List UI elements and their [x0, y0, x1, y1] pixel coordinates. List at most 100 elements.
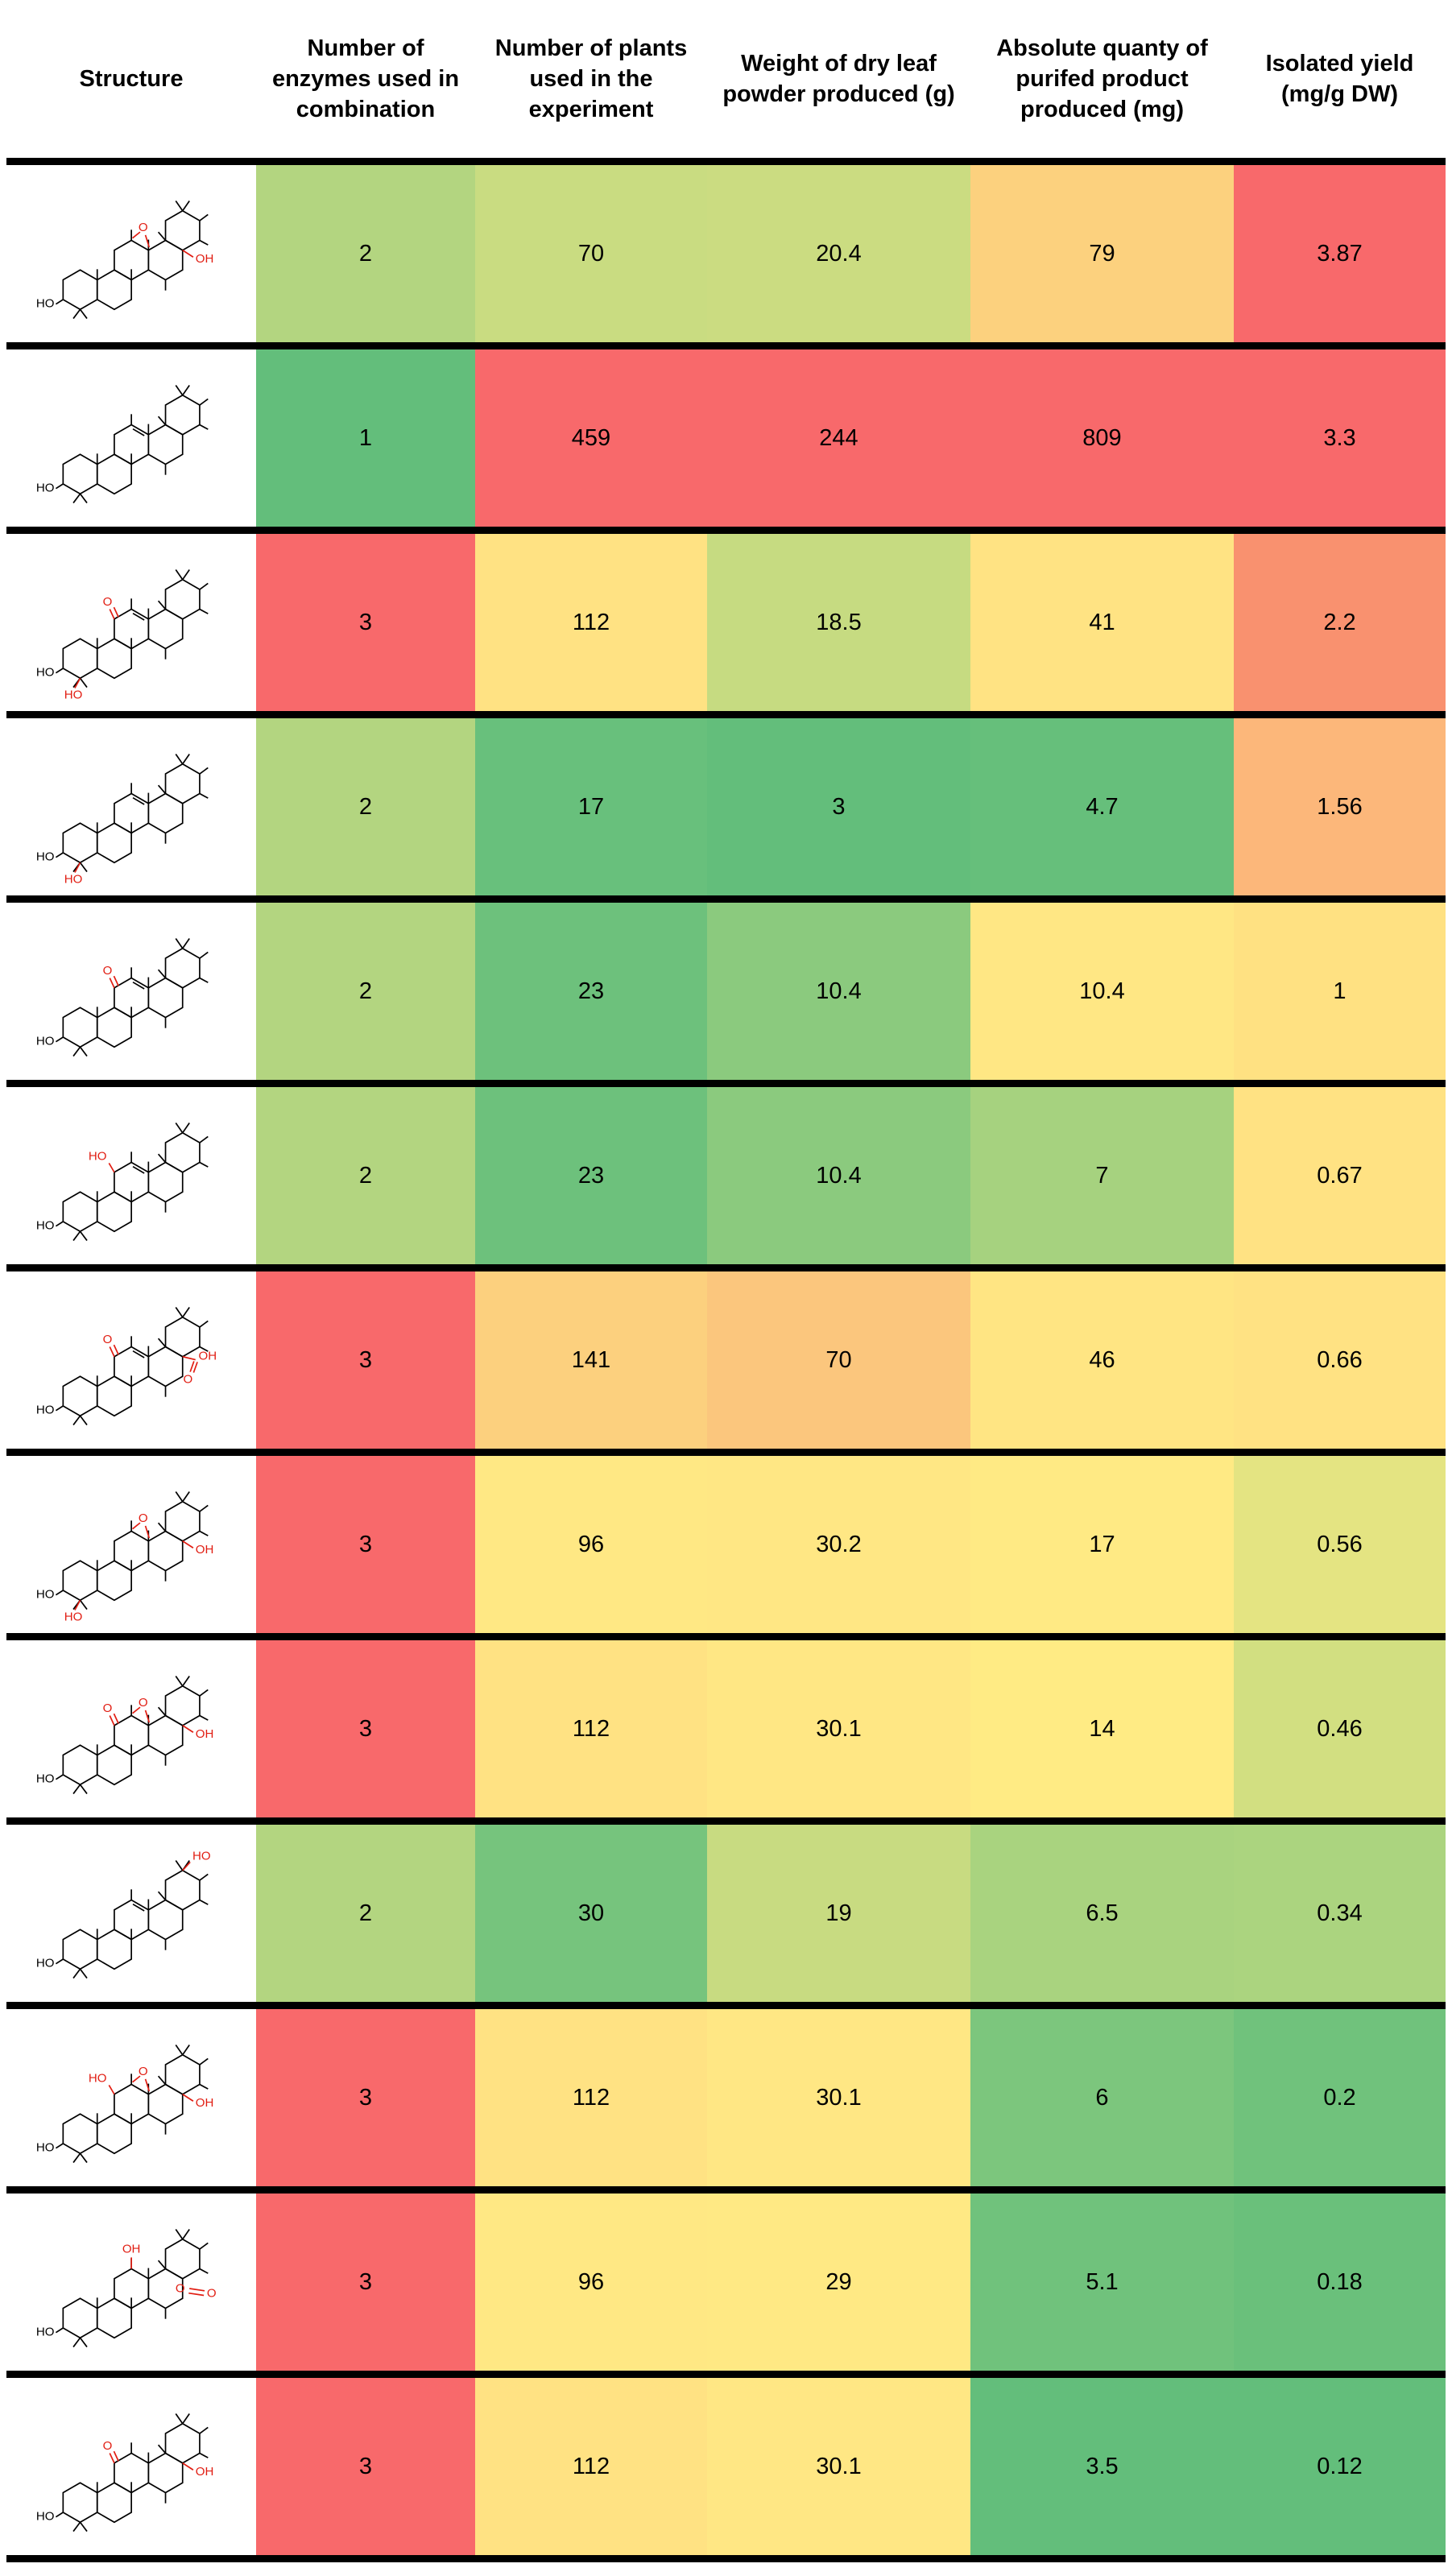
structure-drawing: HO HO	[36, 754, 209, 887]
cell-plants: 23	[475, 1087, 707, 1264]
substituent-label: OH	[196, 2465, 214, 2479]
substituent-label: O	[139, 221, 148, 234]
ring	[62, 1375, 98, 1417]
cell-yield: 0.67	[1234, 1087, 1446, 1264]
structure-drawing: HO HO	[36, 1850, 210, 1979]
structure-drawing: HO O OH	[36, 2413, 214, 2533]
ring	[147, 424, 184, 465]
column-header-weight: Weight of dry leaf powder produced (g)	[722, 51, 955, 107]
cell-plants: 112	[475, 2009, 707, 2186]
cell-yield: 1	[1234, 903, 1446, 1080]
substituent-label: O	[102, 964, 112, 978]
structure-drawing: HO O OH HO	[36, 1491, 213, 1624]
ring	[62, 1007, 98, 1048]
cell-weight: 30.1	[707, 2009, 970, 2186]
cell-enzymes: 3	[256, 2378, 475, 2555]
table-row: HO O 2 23 10.4 10.4 1	[6, 903, 1446, 1087]
table-row: HO HO O OH 3 112 30.1 6 0.2	[6, 2009, 1446, 2194]
structure-cell: HO HO	[6, 718, 256, 895]
cell-plants: 96	[475, 2194, 707, 2371]
structure-drawing: HO HO	[36, 1123, 209, 1242]
cell-yield: 2.2	[1234, 534, 1446, 711]
cell-enzymes: 3	[256, 2009, 475, 2186]
ring	[62, 1560, 98, 1602]
table-row: HO 1 459 244 809 3.3	[6, 349, 1446, 534]
hydroxyl-label: HO	[36, 1403, 55, 1416]
ring	[96, 2297, 132, 2339]
cell-plants: 112	[475, 1640, 707, 1817]
ring	[62, 1744, 98, 1786]
cell-product: 3.5	[970, 2378, 1234, 2555]
cell-yield: 0.18	[1234, 2194, 1446, 2371]
structure-cell: HO HO	[6, 1087, 256, 1264]
substituent-label: O	[139, 2065, 148, 2078]
ring	[62, 453, 98, 495]
ring	[96, 2113, 132, 2155]
cell-plants: 23	[475, 903, 707, 1080]
table-row: HO HO 2 30 19 6.5 0.34	[6, 1825, 1446, 2009]
ring	[164, 1316, 201, 1358]
cell-enzymes: 2	[256, 1825, 475, 2002]
cell-product: 14	[970, 1640, 1234, 1817]
ring	[96, 1191, 132, 1233]
ring	[164, 2422, 201, 2464]
cell-weight: 29	[707, 2194, 970, 2371]
ring	[62, 1929, 98, 1970]
cell-enzymes: 3	[256, 1640, 475, 1817]
structure-cell: HO HO	[6, 1825, 256, 2002]
ring	[96, 822, 132, 864]
substituent-label: HO	[89, 1150, 107, 1164]
cell-product: 7	[970, 1087, 1234, 1264]
hydroxyl-label: HO	[36, 1034, 55, 1048]
hydroxyl-label: HO	[36, 665, 55, 679]
ring	[96, 453, 132, 495]
cell-weight: 10.4	[707, 1087, 970, 1264]
ring	[62, 1191, 98, 1233]
hydroxyl-label: HO	[36, 2140, 55, 2154]
substituent-label: O	[207, 2286, 217, 2300]
cell-weight: 10.4	[707, 903, 970, 1080]
cell-enzymes: 1	[256, 349, 475, 527]
cell-weight: 30.1	[707, 1640, 970, 1817]
hydroxyl-label: HO	[36, 1218, 55, 1232]
cell-weight: 18.5	[707, 534, 970, 711]
hydroxyl-label: HO	[36, 296, 55, 310]
cell-plants: 112	[475, 534, 707, 711]
cell-product: 46	[970, 1271, 1234, 1449]
cell-enzymes: 2	[256, 1087, 475, 1264]
ring	[164, 1500, 201, 1542]
column-header-structure: Structure	[79, 66, 184, 93]
cell-plants: 17	[475, 718, 707, 895]
structure-cell: HO O	[6, 903, 256, 1080]
cell-product: 6	[970, 2009, 1234, 2186]
structure-cell: HO O O OH	[6, 1640, 256, 1817]
table-row: HO O OH 3 112 30.1 3.5 0.12	[6, 2378, 1446, 2562]
results-table: Structure Number of enzymes used in comb…	[6, 0, 1446, 2562]
cell-weight: 3	[707, 718, 970, 895]
structure-cell: HO O HO	[6, 534, 256, 711]
structure-drawing: HO HO O OH	[36, 2045, 214, 2164]
cell-product: 41	[970, 534, 1234, 711]
structure-cell: HO	[6, 349, 256, 527]
ring	[147, 1714, 184, 1756]
cell-yield: 0.56	[1234, 1456, 1446, 1633]
column-header-plants: Number of plants used in the experiment	[494, 35, 688, 122]
cell-enzymes: 3	[256, 1456, 475, 1633]
substituent-label: OH	[196, 252, 214, 266]
cell-product: 17	[970, 1456, 1234, 1633]
structure-cell: HO O OH	[6, 165, 256, 342]
ring	[62, 638, 98, 680]
ring	[147, 2452, 184, 2494]
column-header-yield: Isolated yield (mg/g DW)	[1265, 51, 1414, 107]
ring	[96, 1929, 132, 1970]
ring	[96, 1375, 132, 1417]
cell-yield: 0.12	[1234, 2378, 1446, 2555]
ring	[96, 1007, 132, 1048]
cell-yield: 3.87	[1234, 165, 1446, 342]
cell-product: 809	[970, 349, 1234, 527]
substituent-label: HO	[64, 1611, 83, 1624]
table-row: HO O HO 3 112 18.5 41 2.2	[6, 534, 1446, 718]
substituent-label: OH	[196, 2096, 214, 2110]
cell-product: 79	[970, 165, 1234, 342]
ring	[96, 1560, 132, 1602]
